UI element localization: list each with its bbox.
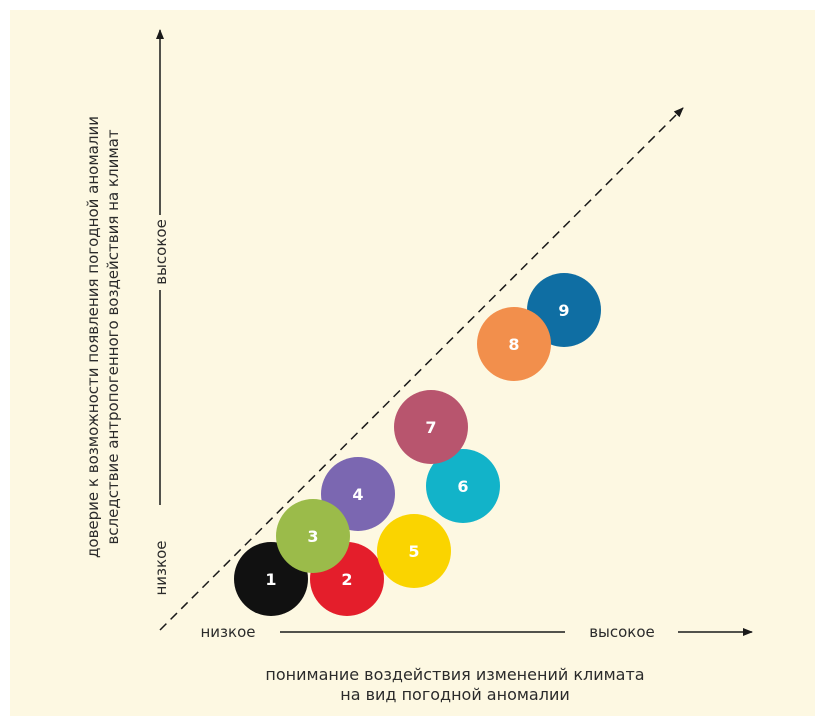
event-circle-6: 6 xyxy=(426,449,500,523)
event-5-number: 5 xyxy=(408,542,419,561)
x-axis-high-label: высокое xyxy=(589,623,655,641)
diagram-background xyxy=(10,10,815,716)
event-1-number: 1 xyxy=(265,570,276,589)
event-circle-7: 7 xyxy=(394,390,468,464)
event-7-dot xyxy=(394,390,468,464)
x-axis-low-label: низкое xyxy=(201,623,256,641)
event-circle-5: 5 xyxy=(377,514,451,588)
event-5-dot xyxy=(377,514,451,588)
event-4-number: 4 xyxy=(352,485,363,504)
event-circle-3: 3 xyxy=(276,499,350,573)
event-9-number: 9 xyxy=(558,301,569,320)
event-6-number: 6 xyxy=(457,477,468,496)
event-2-number: 2 xyxy=(341,570,352,589)
event-3-dot xyxy=(276,499,350,573)
event-3-number: 3 xyxy=(307,527,318,546)
event-circle-8: 8 xyxy=(477,307,551,381)
event-8-number: 8 xyxy=(508,335,519,354)
y-axis-title-line2: вследствие антропогенного воздействия на… xyxy=(104,129,122,544)
y-axis-title-line1: доверие к возможности появления погодной… xyxy=(84,116,102,558)
event-7-number: 7 xyxy=(425,418,436,437)
event-circles: 2 1 4 3 5 6 7 9 xyxy=(234,273,601,616)
y-axis-low-label: низкое xyxy=(152,541,170,596)
event-6-dot xyxy=(426,449,500,523)
y-axis-high-label: высокое xyxy=(152,219,170,285)
diagonal-dashed-arrow xyxy=(159,107,684,631)
x-axis-title-line1: понимание воздействия изменений климата xyxy=(265,665,644,684)
event-8-dot xyxy=(477,307,551,381)
x-axis-title-line2: на вид погодной аномалии xyxy=(340,685,570,704)
